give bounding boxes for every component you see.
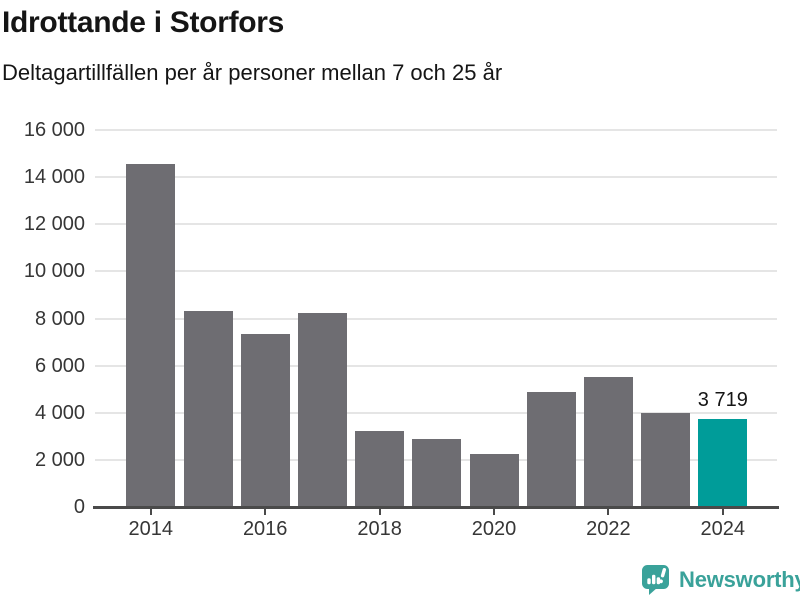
x-axis-tick-label: 2020 xyxy=(471,518,517,540)
value-label: 3 719 xyxy=(697,389,748,412)
bar-2017 xyxy=(297,312,347,507)
y-axis-tick-label: 0 xyxy=(73,496,85,518)
brand-name: Newsworthy xyxy=(679,567,800,592)
y-gridline xyxy=(95,270,777,273)
bar-2021 xyxy=(526,391,576,507)
x-axis-tick xyxy=(607,509,610,515)
x-axis-line xyxy=(93,506,779,509)
y-gridline xyxy=(95,411,777,414)
x-axis-tick-label: 2022 xyxy=(586,518,631,540)
x-axis-tick xyxy=(493,509,495,515)
y-gridline xyxy=(95,364,777,367)
bar-2019 xyxy=(412,439,462,507)
x-axis-tick-label: 2016 xyxy=(242,518,288,540)
y-gridline xyxy=(95,176,777,179)
y-gridline xyxy=(95,317,777,320)
x-axis-tick-label: 2014 xyxy=(128,518,174,540)
x-axis-tick-label: 2024 xyxy=(700,518,746,540)
y-gridline xyxy=(95,129,777,131)
y-gridline xyxy=(95,223,777,226)
bar-2018 xyxy=(355,430,405,507)
chart-title: Idrottande i Storfors xyxy=(2,6,285,39)
x-axis-tick-label: 2018 xyxy=(357,518,402,540)
bar-2023 xyxy=(641,412,691,507)
x-axis-tick xyxy=(149,509,152,515)
x-axis-tick xyxy=(264,509,267,515)
bar-2014 xyxy=(126,164,176,507)
x-axis-tick xyxy=(378,509,381,515)
y-axis-tick-label: 8 000 xyxy=(34,307,85,330)
bar-2020 xyxy=(469,454,519,507)
x-axis-tick xyxy=(721,509,724,515)
bar-2016 xyxy=(240,333,290,507)
bar-2024 xyxy=(698,419,748,507)
y-axis-tick-label: 4 000 xyxy=(34,401,85,424)
y-axis-tick-label: 6 000 xyxy=(34,354,85,377)
y-axis-tick-label: 14 000 xyxy=(23,166,85,189)
y-axis-tick-label: 16 000 xyxy=(23,119,85,141)
newsworthy-logo-icon xyxy=(642,565,669,595)
bar-2022 xyxy=(583,376,633,507)
brand-footer: Newsworthy xyxy=(641,563,800,597)
y-axis-tick-label: 10 000 xyxy=(23,260,85,283)
bar-2015 xyxy=(183,311,233,507)
chart-subtitle: Deltagartillfällen per år personer mella… xyxy=(2,60,503,85)
y-axis-tick-label: 2 000 xyxy=(34,448,85,471)
y-axis-tick-label: 12 000 xyxy=(23,213,85,236)
